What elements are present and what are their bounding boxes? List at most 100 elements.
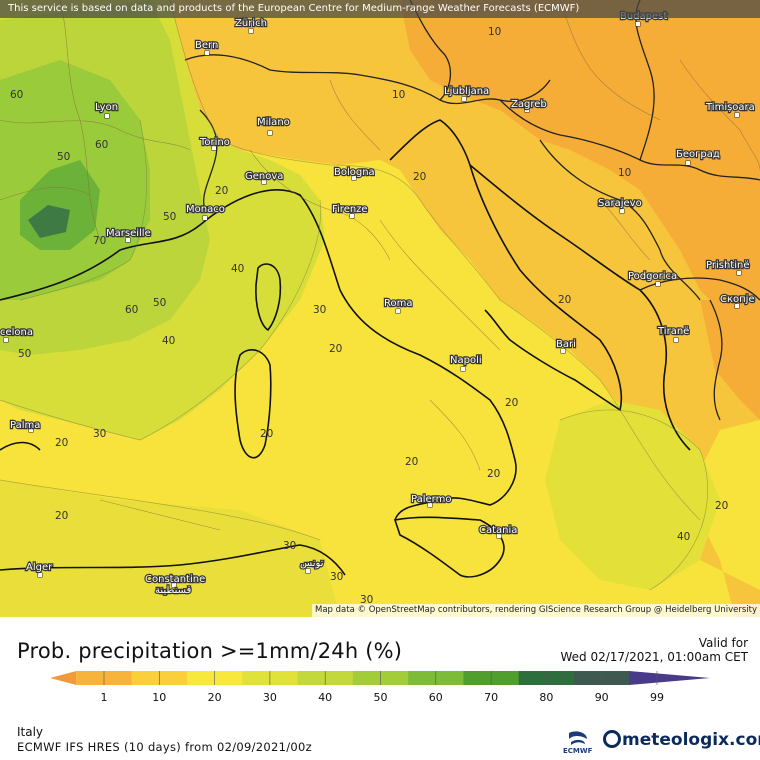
contour-label: 30 [313,304,326,316]
scale-tick-label: 70 [484,691,498,704]
color-scale: 1 10 20 30 40 50 60 70 80 90 99 [50,671,710,704]
scale-tick-label: 80 [539,691,553,704]
valid-label: Valid for [698,636,748,650]
svg-text:Скопје: Скопје [720,293,755,305]
svg-text:Bern: Bern [195,40,218,51]
svg-text:Zagreb: Zagreb [511,99,547,110]
city-torino[interactable]: Torino [198,136,231,151]
city-zurich[interactable]: Zürich [234,17,268,34]
city-zagreb[interactable]: Zagreb [510,98,548,113]
contour-label: 20 [558,294,571,306]
scale-tick-label: 90 [595,691,609,704]
zone-1-10-east [400,0,760,330]
meteologix-logo-icon[interactable] [603,730,621,748]
city-sarajevo[interactable]: Sarajevo [597,197,643,214]
svg-text:Tiranë: Tiranë [657,326,689,337]
ecmwf-label: ECMWF [563,747,593,755]
city-bari[interactable]: Bari [555,338,577,354]
city-beograd[interactable]: Београд [675,148,721,166]
color-scale-ticks: 1 10 20 30 40 50 60 70 80 90 99 [101,671,664,704]
city-bern[interactable]: Bern [194,39,219,56]
city-labels: Zürich Bern Budapest Lyon Milano Torino … [0,10,756,597]
contour-label: 60 [125,304,138,316]
city-podgorica[interactable]: Podgorica [627,270,678,287]
contour-label: 20 [260,428,273,440]
contour-label: 50 [153,297,166,309]
city-palma[interactable]: Palma [9,419,42,433]
svg-text:Monaco: Monaco [186,204,225,215]
city-ljubljana[interactable]: Ljubljana [443,85,490,102]
svg-text:Genova: Genova [245,171,283,182]
svg-text:Timișoara: Timișoara [705,102,755,113]
svg-text:Bari: Bari [556,339,576,350]
svg-text:Београд: Београд [676,149,720,160]
city-timisoara[interactable]: Timișoara [704,101,756,118]
svg-text:Constantine: Constantine [145,574,205,585]
svg-text:Napoli: Napoli [450,355,482,366]
contour-label: 10 [392,89,405,101]
map-attribution[interactable]: Map data © OpenStreetMap contributors, r… [312,604,760,617]
city-prishtine[interactable]: Prishtinë [705,259,751,276]
map-title: Prob. precipitation >=1mm/24h (%) [17,639,403,663]
city-marseille[interactable]: Marseille [105,227,152,243]
zone-30-40-ionian [545,400,720,590]
scale-tick-label: 99 [650,691,664,704]
svg-text:Torino: Torino [199,137,230,148]
contour-label: 20 [55,437,68,449]
city-bologna[interactable]: Bologna [333,166,376,181]
city-milano[interactable]: Milano [256,116,291,136]
scale-tick-label: 1 [101,691,108,704]
svg-text:Ljubljana: Ljubljana [444,86,489,97]
coastlines [0,119,691,578]
svg-text:Catania: Catania [479,525,517,536]
svg-text:Palermo: Palermo [411,494,451,505]
contour-label: 20 [215,185,228,197]
city-genova[interactable]: Genova [244,170,285,185]
contour-label: 40 [162,335,175,347]
contour-label: 20 [715,500,728,512]
contour-label: 60 [10,89,23,101]
scale-tick-label: 50 [374,691,388,704]
regional-borders [0,0,760,531]
city-tunis[interactable]: تونس [299,557,325,574]
svg-text:Alger: Alger [26,562,53,573]
contour-label: 50 [57,151,70,163]
scale-tick-label: 30 [263,691,277,704]
valid-date: Wed 02/17/2021, 01:00am CET [560,650,749,664]
forecast-map[interactable]: 10 10 10 60 50 60 20 50 70 20 40 20 30 5… [0,0,760,617]
contour-label: 20 [505,397,518,409]
city-lyon[interactable]: Lyon [94,101,119,119]
scale-tick-label: 20 [208,691,222,704]
ecmwf-logo-icon[interactable] [563,729,593,759]
city-palermo[interactable]: Palermo [410,493,453,508]
city-monaco[interactable]: Monaco [185,203,226,221]
svg-text:Lyon: Lyon [95,102,118,113]
contour-label: 20 [329,343,342,355]
city-napoli[interactable]: Napoli [449,354,483,372]
city-roma[interactable]: Roma [383,297,414,314]
svg-text:Roma: Roma [384,298,413,309]
city-catania[interactable]: Catania [478,524,519,539]
contour-lines [0,0,708,591]
meteologix-brand[interactable]: meteologix.com [622,730,760,750]
city-firenze[interactable]: Firenze [331,203,369,219]
city-alger[interactable]: Alger [25,561,54,578]
svg-text:تونس: تونس [300,558,324,569]
scale-tick-label: 10 [152,691,166,704]
scale-tick-label: 60 [429,691,443,704]
contour-label: 30 [283,540,296,552]
city-tirane[interactable]: Tiranë [656,325,691,343]
contour-label: 20 [55,510,68,522]
contour-label: 40 [677,531,690,543]
city-barcelona[interactable]: celona [0,326,34,343]
svg-text:قسنطينة: قسنطينة [155,585,192,596]
legend-footer: Prob. precipitation >=1mm/24h (%) Valid … [0,617,760,760]
contour-value-labels: 10 10 10 60 50 60 20 50 70 20 40 20 30 5… [10,26,728,606]
contour-label: 30 [360,594,373,606]
contour-label: 20 [487,468,500,480]
contour-label: 70 [93,235,106,247]
city-skopje[interactable]: Скопје [719,292,756,309]
zone-80-90-west [28,205,70,238]
contour-label: 40 [231,263,244,275]
